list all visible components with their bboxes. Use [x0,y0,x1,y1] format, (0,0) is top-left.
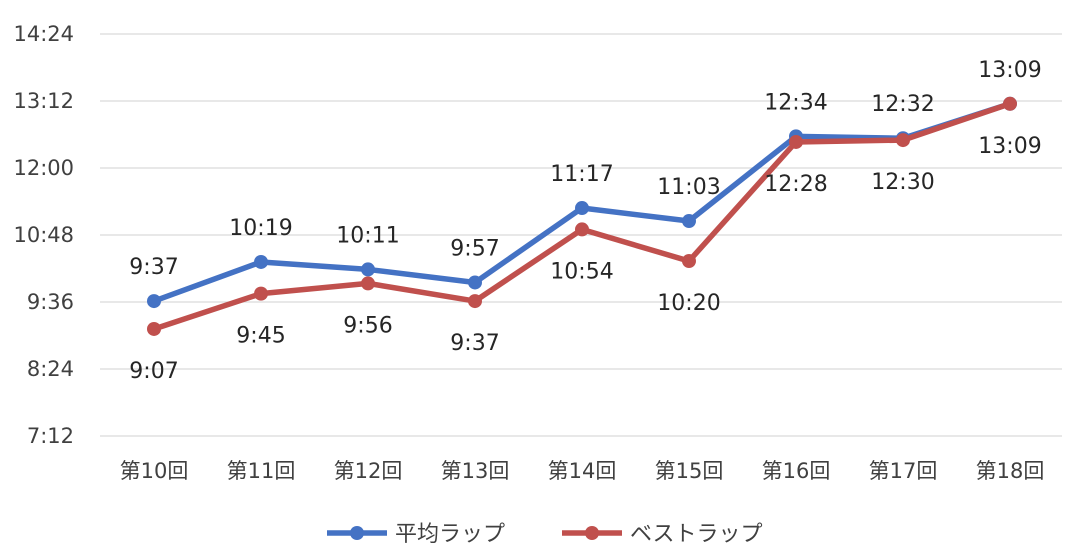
series-lines [147,96,1017,336]
x-tick-label: 第16回 [762,459,831,483]
data-point [254,254,268,269]
data-point [468,275,482,290]
data-label: 9:07 [129,359,178,384]
x-tick-label: 第12回 [334,459,403,483]
data-label: 10:20 [657,291,720,316]
y-tick-label: 14:24 [13,22,74,46]
data-label: 9:57 [450,236,499,261]
data-point [575,222,589,237]
data-point [789,134,803,149]
data-label: 13:09 [978,134,1041,159]
x-tick-label: 第15回 [655,459,724,483]
data-labels: 9:37 10:19 10:11 9:57 11:17 11:03 12:34 12:32 13… [129,58,1041,384]
data-point [682,254,696,269]
legend-marker [585,526,599,540]
data-point [361,262,375,277]
data-point [361,276,375,291]
x-tick-label: 第11回 [227,459,296,483]
data-label: 12:34 [764,90,827,115]
x-tick-label: 第14回 [548,459,617,483]
data-label: 12:32 [871,92,934,117]
data-label: 11:17 [550,162,613,187]
data-point [896,133,910,148]
data-label: 10:54 [550,259,613,284]
y-tick-label: 9:36 [27,290,74,314]
data-point [1003,96,1017,111]
data-label: 10:19 [229,216,292,241]
grid-lines [100,33,1062,437]
data-point [254,286,268,301]
y-tick-label: 12:00 [13,156,74,180]
data-point [468,294,482,309]
x-tick-label: 第10回 [120,459,189,483]
data-label: 12:30 [871,170,934,195]
legend: 平均ラップ ベストラップ [327,522,762,547]
y-tick-label: 10:48 [13,223,74,247]
legend-label: ベストラップ [630,522,762,547]
y-tick-label: 13:12 [13,89,74,113]
data-point [147,294,161,309]
x-axis: 第10回 第11回 第12回 第13回 第14回 第15回 第16回 第17回 第18回 [120,459,1045,483]
data-label: 10:11 [336,223,399,248]
data-point [147,321,161,336]
x-tick-label: 第13回 [441,459,510,483]
data-point [575,201,589,216]
x-tick-label: 第17回 [869,459,938,483]
y-axis: 7:12 8:24 9:36 10:48 12:00 13:12 14:24 [13,22,74,448]
data-point [682,214,696,229]
data-label: 9:37 [129,255,178,280]
data-label: 9:45 [236,324,285,349]
data-label: 12:28 [764,172,827,197]
data-label: 13:09 [978,58,1041,83]
legend-label: 平均ラップ [395,522,505,547]
data-label: 9:56 [343,313,392,338]
x-tick-label: 第18回 [976,459,1045,483]
data-label: 11:03 [657,175,720,200]
legend-marker [350,526,364,540]
data-label: 9:37 [450,331,499,356]
y-tick-label: 7:12 [27,424,74,448]
y-tick-label: 8:24 [27,357,74,381]
